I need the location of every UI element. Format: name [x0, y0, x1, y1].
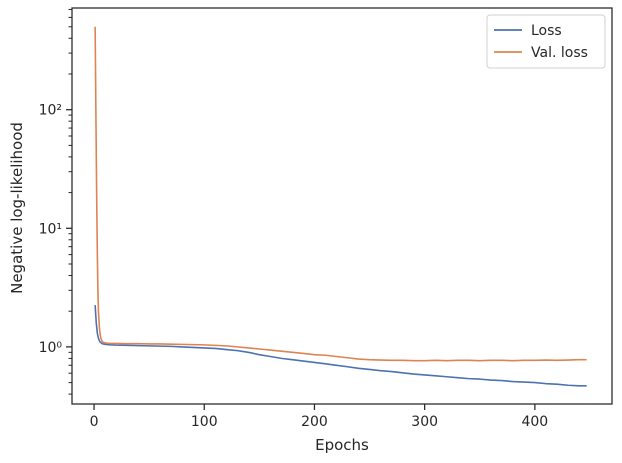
- series-line-1: [94, 26, 587, 362]
- plot-frame: [71, 7, 613, 405]
- x-tick-label: 0: [90, 414, 99, 430]
- x-tick-label: 200: [301, 414, 328, 430]
- legend-label-0: Loss: [531, 23, 562, 39]
- legend: Loss Val. loss: [486, 14, 606, 69]
- x-axis-label: Epochs: [315, 436, 369, 454]
- y-axis-label: Negative log-likelihood: [8, 122, 26, 294]
- y-tick-label: 10²: [39, 103, 62, 119]
- x-tick-label: 400: [521, 414, 548, 430]
- series-line-0: [94, 305, 587, 387]
- x-tick-label: 300: [411, 414, 438, 430]
- x-tick-label: 100: [191, 414, 218, 430]
- y-tick-label: 10⁰: [39, 340, 63, 356]
- legend-box: [486, 14, 606, 69]
- axes-layer: 0 100 200 300 400 10⁰ 10¹ 10²: [39, 7, 613, 430]
- y-tick-label: 10¹: [39, 221, 62, 237]
- series-layer: [94, 26, 587, 387]
- legend-label-1: Val. loss: [531, 45, 588, 61]
